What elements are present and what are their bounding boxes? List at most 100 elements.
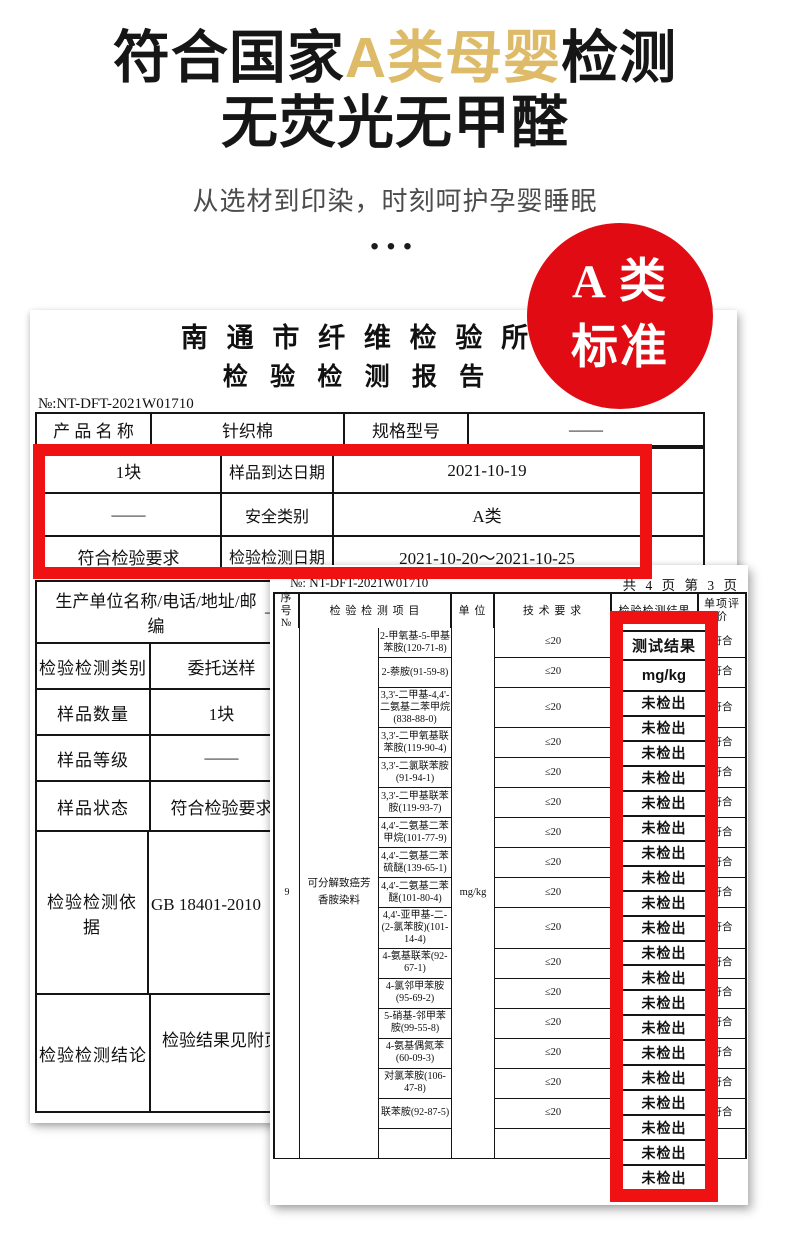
producer-label: 生产单位名称/电话/地址/邮编— [37, 582, 292, 642]
item-cell: 4-氯邻甲苯胺(95-69-2) [379, 978, 452, 1009]
category-cell: 可分解致癌芳香胺染料 [300, 628, 379, 1159]
result-overlay-cell: 未检出 [623, 791, 705, 817]
requirement-cell: ≤20 [495, 978, 612, 1009]
item-cell: 3,3'-二氯联苯胺(91-94-1) [379, 758, 452, 789]
requirement-cell: ≤20 [495, 628, 612, 658]
result-overlay-cell: 未检出 [623, 941, 705, 967]
requirement-cell: ≤20 [495, 1038, 612, 1069]
doc1-report-number: №:NT-DFT-2021W01710 [38, 396, 194, 412]
info-value: GB 18401-2010 《 [151, 895, 283, 914]
safety-class-value: A类 [332, 494, 640, 535]
evaluation-cell: 符合 [699, 658, 745, 688]
item-cell: 3,3'-二甲基联苯胺(119-93-7) [379, 788, 452, 819]
item-cell: 3,3'-二甲基-4,4'-二氨基二苯甲烷(838-88-0) [379, 688, 452, 729]
producer-label-text: 生产单位名称/电话/地址/邮编 [55, 592, 257, 636]
result-overlay-cell: 未检出 [623, 716, 705, 742]
col-serial-header: 序号 № [275, 592, 300, 629]
item-cell: 5-硝基-邻甲苯胺(99-55-8) [379, 1008, 452, 1039]
evaluation-cell: 符合 [699, 688, 745, 729]
info-label: 样品状态 [57, 798, 129, 818]
result-overlay-cell: 未检出 [623, 692, 705, 717]
evaluation-cell: 符合 [699, 1069, 745, 1099]
result-overlay-cell: 未检出 [623, 916, 705, 942]
evaluation-cell [699, 1129, 745, 1159]
hero-subtitle: 从选材到印染，时刻呵护孕婴睡眠 [192, 186, 598, 216]
doc1-subtitle: 检 验 检 测 报 告 [222, 364, 493, 391]
item-cell: 4,4'-二氨基二苯醚(101-80-4) [379, 878, 452, 909]
info-value: —— [149, 736, 292, 780]
product-name-value: 针织棉 [150, 414, 343, 445]
badge-line1: A 类 [571, 256, 669, 309]
red-annotation-box-rows [33, 444, 652, 579]
item-cell: 4,4'-二氨基二苯甲烷(101-77-9) [379, 818, 452, 849]
doc2-page-label: 共 4 页 第 3 页 [622, 578, 740, 593]
item-cell: 4-氨基偶氮苯(60-09-3) [379, 1038, 452, 1069]
evaluation-cell: 符合 [699, 628, 745, 658]
evaluation-cell: 符合 [699, 758, 745, 789]
info-label: 样品等级 [57, 750, 129, 770]
evaluation-cell: 符合 [699, 878, 745, 909]
result-overlay-cell: 未检出 [623, 991, 705, 1017]
dash-value: —— [111, 504, 146, 524]
requirement-cell: ≤20 [495, 1098, 612, 1129]
requirement-cell: ≤20 [495, 878, 612, 909]
requirement-cell: ≤20 [495, 848, 612, 879]
requirement-cell: ≤20 [495, 688, 612, 729]
requirement-cell [495, 1128, 612, 1159]
item-cell: 4,4'-亚甲基-二-(2-氯苯胺)(101-14-4) [379, 908, 452, 949]
item-cell: 2-萘胺(91-59-8) [379, 658, 452, 688]
result-overlay-cell: 未检出 [623, 816, 705, 842]
table-row: 符合检验要求 检验检测日期 2021-10-20～2021-10-25 [37, 535, 703, 575]
item-cell: 对氯苯胺(106-47-8) [379, 1068, 452, 1099]
evaluation-cell: 符合 [699, 1039, 745, 1069]
evaluation-cell: 符合 [699, 728, 745, 759]
table-row: 1块 样品到达日期 2021-10-19 [37, 449, 703, 492]
col-unit-header: 单 位 [452, 594, 495, 628]
item-cell [379, 1128, 452, 1159]
info-value: 检验结果见附页 [149, 995, 292, 1111]
col-item-header: 检 验 检 测 项 目 [300, 594, 452, 628]
evaluation-cell: 符合 [699, 788, 745, 819]
evaluation-cell: 符合 [699, 949, 745, 979]
requirement-cell: ≤20 [495, 788, 612, 819]
item-cell: 联苯胺(92-87-5) [379, 1098, 452, 1129]
unit-cell: mg/kg [452, 628, 495, 1159]
info-label: 样品数量 [57, 704, 129, 724]
result-overlay-cell: 未检出 [623, 741, 705, 767]
evaluation-cell: 符合 [699, 1099, 745, 1129]
result-overlay-cell: 未检出 [623, 1016, 705, 1042]
result-overlay-unit: mg/kg [623, 661, 705, 692]
col-requirement-header: 技 术 要 求 [495, 594, 612, 628]
requirement-cell: ≤20 [495, 758, 612, 789]
meets-requirements-value: 符合检验要求 [77, 548, 180, 568]
safety-class-label: 安全类别 [220, 494, 332, 535]
info-label: 检验检测类别 [39, 658, 147, 678]
product-info-table: 产 品 名 称 针织棉 规格型号 —— [35, 412, 705, 447]
spec-model-label: 规格型号 [343, 414, 467, 445]
evaluation-cell: 符合 [699, 848, 745, 879]
item-cell: 4-氨基联苯(92-67-1) [379, 948, 452, 979]
serial-cell: 9 [275, 628, 300, 1159]
a-class-badge: A 类 标准 [527, 223, 713, 409]
badge-line2: 标准 [571, 322, 669, 374]
item-cell: 2-甲氧基-5-甲基苯胺(120-71-8) [379, 628, 452, 658]
result-overlay-cell: 未检出 [623, 1091, 705, 1117]
result-overlay-sliver [623, 624, 705, 632]
hero-title-line2: 无荧光无甲醛 [221, 90, 569, 155]
result-overlay-cell: 未检出 [623, 841, 705, 867]
info-value: 1块 [149, 690, 292, 734]
evaluation-cell: 符合 [699, 908, 745, 949]
dots-decoration: ••• [370, 233, 420, 260]
item-cell: 4,4'-二氨基二苯硫醚(139-65-1) [379, 848, 452, 879]
col-evaluation-header: 单项评价 [704, 598, 740, 623]
result-overlay-title: 测试结果 [623, 632, 705, 661]
requirement-cell: ≤20 [495, 908, 612, 949]
test-date-label: 检验检测日期 [220, 537, 332, 575]
table-row: —— 安全类别 A类 [37, 492, 703, 535]
result-overlay-cell: 未检出 [623, 1141, 705, 1167]
hero-title-part1: 符合国家 [112, 26, 345, 90]
result-overlay-cell: 未检出 [623, 766, 705, 792]
evaluation-cell: 符合 [699, 979, 745, 1009]
result-overlay-cell: 未检出 [623, 1166, 705, 1190]
